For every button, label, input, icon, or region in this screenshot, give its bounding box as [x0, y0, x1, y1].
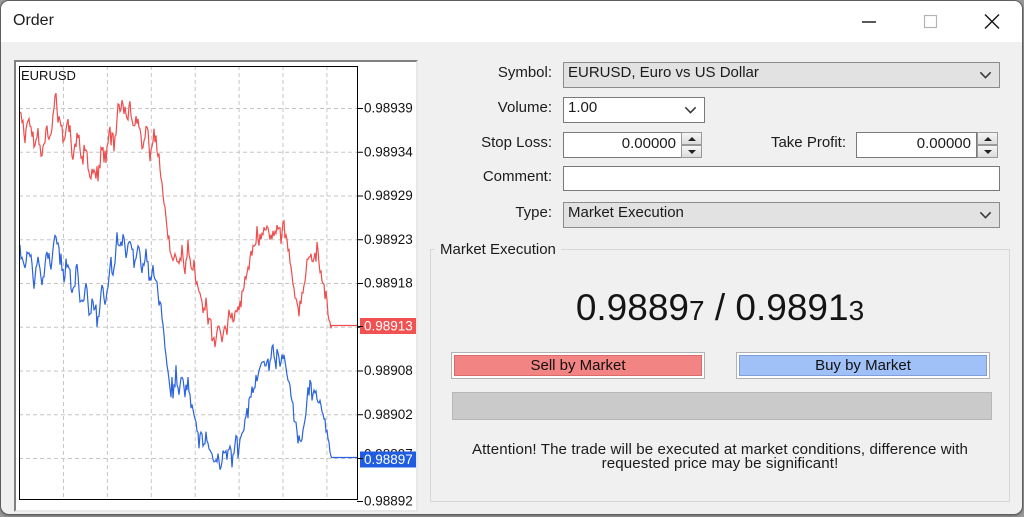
svg-text:0.98929: 0.98929 — [364, 188, 413, 203]
svg-text:0.98939: 0.98939 — [364, 101, 413, 116]
svg-text:EURUSD: EURUSD — [21, 68, 76, 83]
svg-text:0.98897: 0.98897 — [364, 452, 413, 467]
svg-text:0.98908: 0.98908 — [364, 363, 413, 378]
svg-text:0.98892: 0.98892 — [364, 494, 413, 509]
svg-text:0.98913: 0.98913 — [364, 319, 413, 334]
svg-text:0.98923: 0.98923 — [364, 232, 413, 247]
svg-text:0.98918: 0.98918 — [364, 276, 413, 291]
svg-text:0.98934: 0.98934 — [364, 144, 413, 159]
svg-text:0.98902: 0.98902 — [364, 407, 413, 422]
